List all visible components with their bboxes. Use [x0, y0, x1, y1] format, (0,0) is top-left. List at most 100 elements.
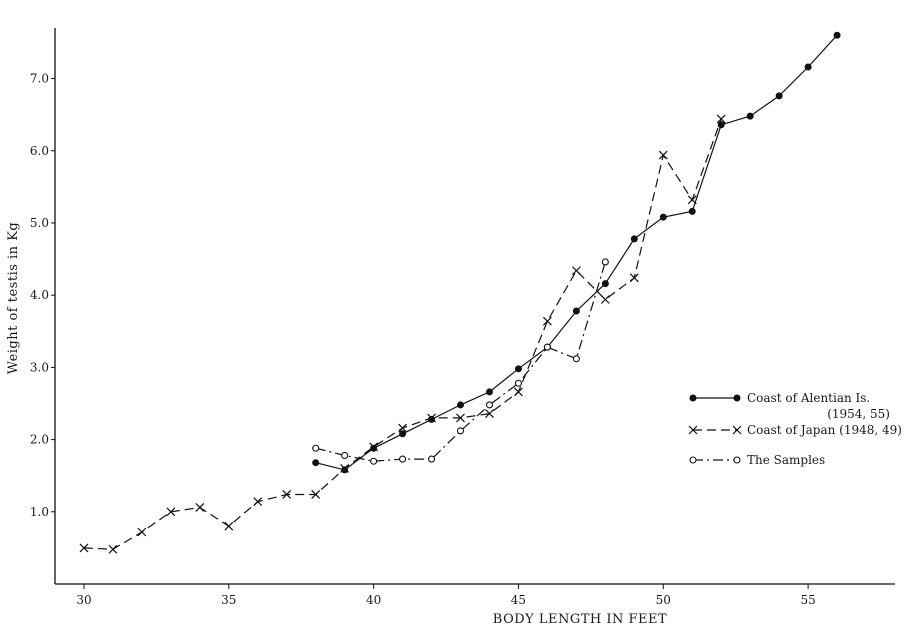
- legend-marker: [689, 394, 697, 402]
- data-point: [312, 444, 320, 452]
- data-point: [137, 527, 147, 537]
- data-point: [543, 343, 551, 351]
- data-point: [341, 451, 349, 460]
- x-tick-label: 30: [76, 593, 91, 607]
- legend-marker: [733, 394, 741, 402]
- data-point: [542, 316, 552, 326]
- y-tick-label: 3.0: [30, 360, 49, 374]
- data-point: [775, 92, 783, 100]
- x-tick-label: 40: [366, 593, 381, 607]
- axes: [54, 28, 895, 585]
- data-point: [282, 490, 292, 499]
- legend-label: The Samples: [747, 453, 825, 467]
- data-point: [572, 355, 580, 363]
- data-point: [427, 413, 436, 423]
- data-point: [369, 442, 379, 452]
- y-tick-label: 6.0: [30, 144, 49, 158]
- data-point: [456, 427, 465, 435]
- data-point: [601, 258, 609, 266]
- series-x: [79, 114, 726, 554]
- data-point: [687, 195, 697, 205]
- data-point: [224, 521, 234, 531]
- data-point: [341, 466, 349, 474]
- data-point: [514, 365, 522, 373]
- x-tick-label: 50: [656, 593, 671, 607]
- y-tick-label: 1.0: [30, 505, 49, 519]
- x-marker-stroke: [688, 425, 698, 435]
- data-point: [833, 31, 841, 39]
- data-point: [572, 307, 580, 315]
- data-point: [370, 457, 378, 465]
- x-marker-stroke: [166, 507, 176, 517]
- data-point: [601, 280, 609, 288]
- x-tick-label: 55: [800, 593, 815, 607]
- data-point: [485, 401, 494, 409]
- data-point: [485, 409, 494, 419]
- x-marker-stroke: [485, 409, 494, 419]
- series: [79, 31, 841, 554]
- x-marker-stroke: [716, 114, 726, 124]
- legend-marker: [688, 425, 698, 435]
- x-marker-stroke: [398, 423, 408, 433]
- x-tick-label: 45: [511, 593, 526, 607]
- x-marker-stroke: [282, 490, 292, 499]
- data-point: [456, 413, 465, 423]
- y-tick-label: 7.0: [30, 72, 49, 86]
- x-marker-stroke: [340, 464, 350, 473]
- data-point: [166, 507, 176, 517]
- data-point: [428, 455, 436, 463]
- data-point: [630, 235, 638, 243]
- x-marker-stroke: [629, 273, 639, 283]
- data-point: [398, 423, 408, 433]
- ticks: 30 35 40 45 50 55 1.0 2.0 3.0 4.0 5.0 6.0 7.0: [30, 72, 816, 607]
- series-line: [83, 118, 722, 550]
- data-point: [399, 455, 407, 463]
- x-tick-label: 35: [221, 593, 236, 607]
- legend-label: Coast of Alentian Is.: [747, 391, 870, 405]
- series-open-circle: [312, 258, 609, 465]
- x-marker-stroke: [514, 387, 523, 397]
- x-marker-stroke: [253, 497, 263, 507]
- data-point: [658, 150, 668, 160]
- y-axis-title: Weight of testis in Kg: [6, 222, 21, 374]
- data-point: [457, 401, 465, 409]
- data-point: [514, 379, 522, 387]
- data-point: [195, 503, 205, 512]
- legend-marker: [732, 425, 742, 435]
- x-marker-stroke: [195, 503, 205, 512]
- data-point: [717, 121, 725, 129]
- legend-label: (1954, 55): [827, 407, 890, 421]
- series-filled-circle: [312, 31, 841, 474]
- data-point: [370, 444, 378, 452]
- data-point: [629, 273, 639, 283]
- x-marker-stroke: [224, 521, 234, 531]
- legend-label: Coast of Japan (1948, 49): [747, 423, 902, 437]
- x-marker-stroke: [687, 195, 697, 205]
- x-marker-stroke: [108, 544, 118, 554]
- data-point: [79, 543, 89, 553]
- legend-marker: [689, 456, 697, 464]
- legend: Coast of Alentian Is. (1954, 55) Coast of …: [688, 391, 902, 467]
- x-marker-stroke: [456, 413, 465, 423]
- data-point: [571, 266, 581, 276]
- data-point: [600, 295, 610, 304]
- x-marker-stroke: [600, 295, 610, 304]
- data-point: [688, 207, 696, 215]
- x-marker-stroke: [311, 490, 321, 499]
- x-axis-title: BODY LENGTH IN FEET: [493, 612, 667, 627]
- x-marker-stroke: [369, 442, 379, 452]
- data-point: [340, 464, 350, 473]
- data-point: [659, 213, 667, 221]
- data-point: [514, 387, 523, 397]
- y-tick-label: 4.0: [30, 288, 49, 302]
- x-marker-stroke: [542, 316, 552, 326]
- x-marker-stroke: [571, 266, 581, 276]
- data-point: [311, 490, 321, 499]
- x-marker-stroke: [427, 413, 436, 423]
- x-marker-stroke: [658, 150, 668, 160]
- data-point: [716, 114, 726, 124]
- data-point: [746, 112, 754, 120]
- data-point: [399, 430, 407, 438]
